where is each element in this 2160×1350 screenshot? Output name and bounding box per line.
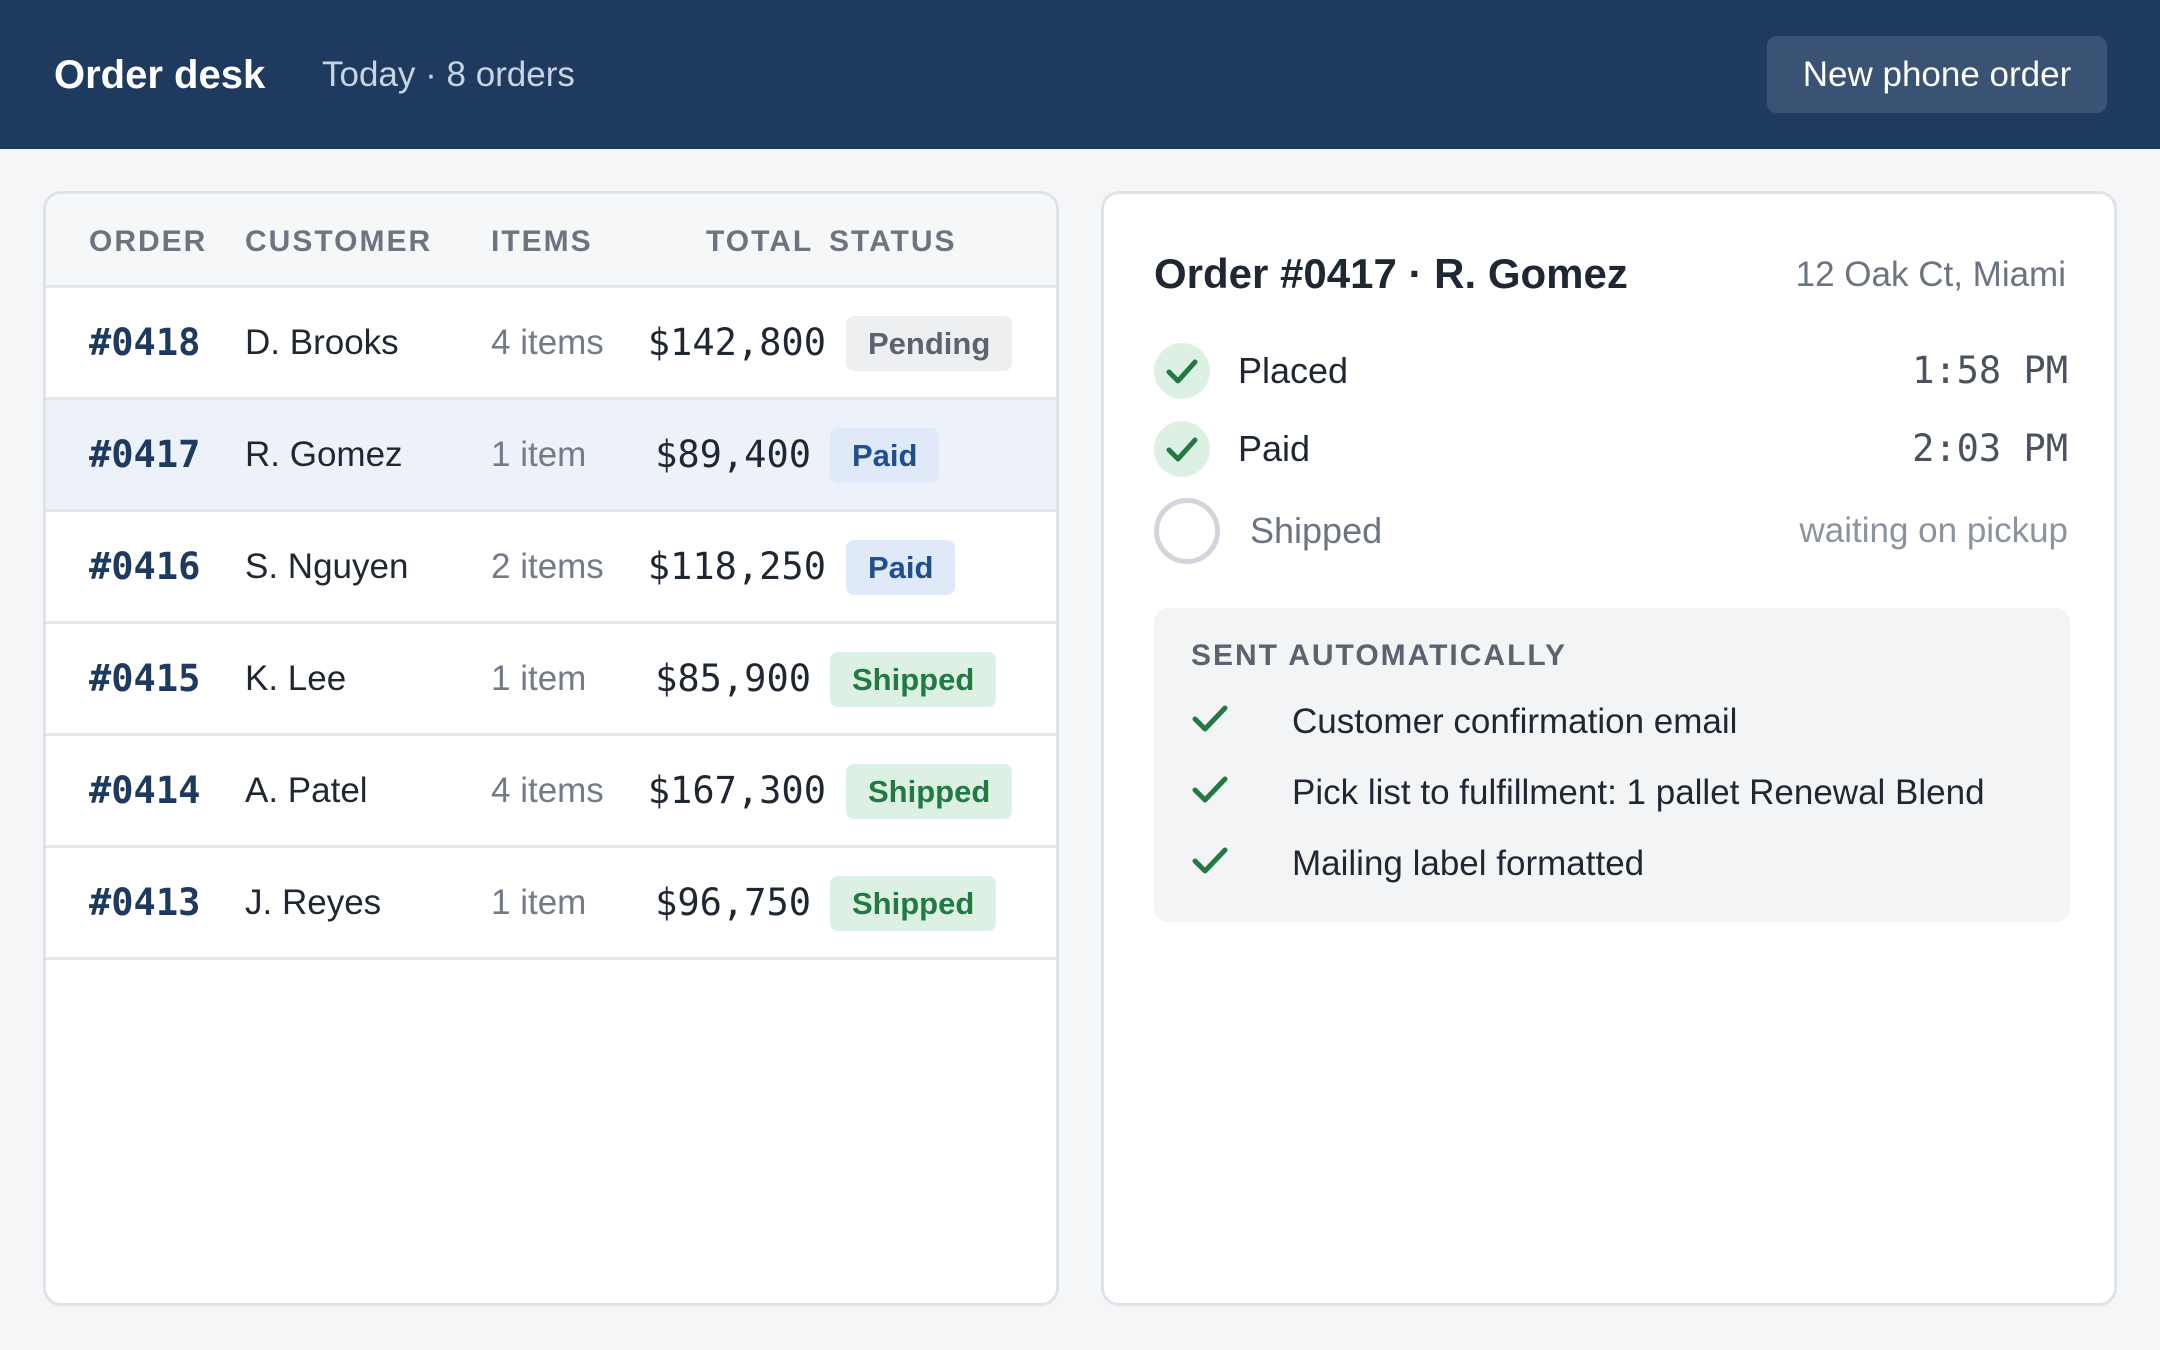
timeline-step-paid: Paid 2:03 PM — [1154, 414, 2068, 484]
column-header-status[interactable]: STATUS — [829, 225, 957, 258]
check-icon — [1191, 771, 1229, 809]
auto-item: Pick list to fulfillment: 1 pallet Renew… — [1191, 765, 2051, 821]
status-badge: Shipped — [830, 652, 997, 707]
step-label: Shipped — [1250, 510, 1383, 551]
status-badge: Shipped — [830, 876, 997, 931]
timeline-step-placed: Placed 1:58 PM — [1154, 336, 2068, 406]
order-id: #0415 — [89, 657, 201, 700]
auto-item-text: Mailing label formatted — [1292, 844, 1645, 883]
new-phone-order-button[interactable]: New phone order — [1767, 36, 2107, 113]
step-time: 2:03 PM — [1912, 427, 2068, 470]
sent-automatically-box: SENT AUTOMATICALLY Customer confirmation… — [1154, 608, 2070, 922]
check-icon — [1191, 700, 1229, 738]
auto-item-text: Pick list to fulfillment: 1 pallet Renew… — [1292, 773, 1985, 812]
column-header-items[interactable]: ITEMS — [491, 225, 593, 258]
order-count-summary: Today · 8 orders — [322, 55, 575, 94]
check-icon — [1154, 343, 1210, 399]
timeline-step-shipped: Shipped waiting on pickup — [1154, 496, 2068, 566]
customer-name: S. Nguyen — [245, 547, 409, 586]
order-total: $85,900 — [655, 657, 811, 700]
step-label: Paid — [1238, 428, 1311, 469]
app-title: Order desk — [54, 53, 266, 97]
order-id: #0413 — [89, 881, 201, 924]
orders-table-panel: ORDER CUSTOMER ITEMS TOTAL STATUS #0418 … — [43, 191, 1059, 1306]
top-bar: Order desk Today · 8 orders New phone or… — [0, 0, 2160, 149]
order-detail-title: Order #0417 · R. Gomez — [1154, 250, 1628, 297]
table-row[interactable]: #0417 R. Gomez 1 item $89,400 Paid — [46, 400, 1056, 512]
customer-name: K. Lee — [245, 659, 347, 698]
column-header-customer[interactable]: CUSTOMER — [245, 225, 433, 258]
order-id: #0418 — [89, 321, 201, 364]
item-count: 1 item — [491, 883, 587, 922]
order-id: #0414 — [89, 769, 201, 812]
table-row[interactable]: #0413 J. Reyes 1 item $96,750 Shipped — [46, 848, 1056, 960]
status-badge: Shipped — [846, 764, 1013, 819]
customer-name: D. Brooks — [245, 323, 399, 362]
order-total: $167,300 — [647, 769, 826, 812]
step-status-note: waiting on pickup — [1799, 511, 2069, 550]
item-count: 1 item — [491, 659, 587, 698]
item-count: 4 items — [491, 323, 604, 362]
item-count: 1 item — [491, 435, 587, 474]
order-id: #0417 — [89, 433, 201, 476]
order-total: $118,250 — [647, 545, 826, 588]
column-header-total[interactable]: TOTAL — [706, 225, 814, 258]
check-icon — [1154, 421, 1210, 477]
table-header: ORDER CUSTOMER ITEMS TOTAL STATUS — [46, 194, 1056, 288]
customer-name: A. Patel — [245, 771, 368, 810]
table-row[interactable]: #0415 K. Lee 1 item $85,900 Shipped — [46, 624, 1056, 736]
empty-circle-icon — [1154, 498, 1220, 564]
sent-automatically-heading: SENT AUTOMATICALLY — [1191, 639, 1568, 672]
table-row[interactable]: #0416 S. Nguyen 2 items $118,250 Paid — [46, 512, 1056, 624]
customer-name: J. Reyes — [245, 883, 382, 922]
order-total: $89,400 — [655, 433, 811, 476]
status-badge: Paid — [830, 428, 940, 483]
step-label: Placed — [1238, 350, 1349, 391]
table-row[interactable]: #0414 A. Patel 4 items $167,300 Shipped — [46, 736, 1056, 848]
order-total: $142,800 — [647, 321, 826, 364]
order-id: #0416 — [89, 545, 201, 588]
order-detail-panel: Order #0417 · R. Gomez 12 Oak Ct, Miami … — [1101, 191, 2117, 1306]
item-count: 4 items — [491, 771, 604, 810]
auto-item-text: Customer confirmation email — [1292, 702, 1738, 741]
check-icon — [1191, 842, 1229, 880]
status-badge: Pending — [846, 316, 1013, 371]
table-row[interactable]: #0418 D. Brooks 4 items $142,800 Pending — [46, 288, 1056, 400]
item-count: 2 items — [491, 547, 604, 586]
order-total: $96,750 — [655, 881, 811, 924]
customer-name: R. Gomez — [245, 435, 403, 474]
step-time: 1:58 PM — [1912, 349, 2068, 392]
column-header-order[interactable]: ORDER — [89, 225, 208, 258]
auto-item: Mailing label formatted — [1191, 836, 2051, 892]
auto-item: Customer confirmation email — [1191, 694, 2051, 750]
status-badge: Paid — [846, 540, 956, 595]
shipping-address: 12 Oak Ct, Miami — [1795, 255, 2066, 294]
